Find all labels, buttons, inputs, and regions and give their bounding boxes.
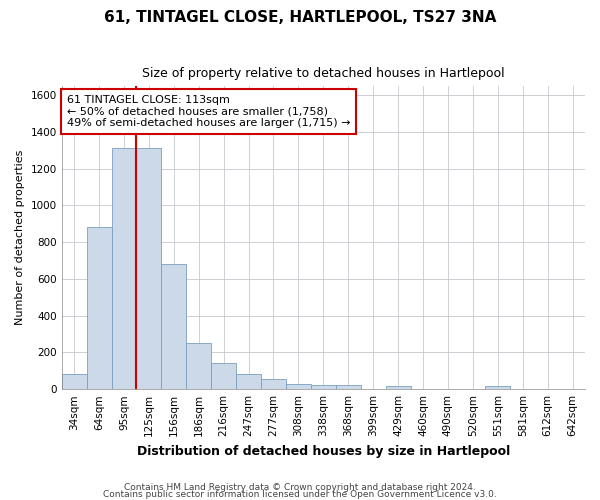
Text: 61 TINTAGEL CLOSE: 113sqm
← 50% of detached houses are smaller (1,758)
49% of se: 61 TINTAGEL CLOSE: 113sqm ← 50% of detac… [67, 95, 350, 128]
Y-axis label: Number of detached properties: Number of detached properties [15, 150, 25, 325]
Bar [86, 228, 112, 389]
Bar [311, 384, 336, 389]
Bar [211, 364, 236, 389]
Title: Size of property relative to detached houses in Hartlepool: Size of property relative to detached ho… [142, 68, 505, 80]
Bar [112, 148, 136, 389]
Bar [336, 384, 361, 389]
Bar [62, 374, 86, 389]
Text: 61, TINTAGEL CLOSE, HARTLEPOOL, TS27 3NA: 61, TINTAGEL CLOSE, HARTLEPOOL, TS27 3NA [104, 10, 496, 25]
Text: Contains public sector information licensed under the Open Government Licence v3: Contains public sector information licen… [103, 490, 497, 499]
Text: Contains HM Land Registry data © Crown copyright and database right 2024.: Contains HM Land Registry data © Crown c… [124, 484, 476, 492]
Bar [261, 379, 286, 389]
Bar [286, 384, 311, 389]
Bar [236, 374, 261, 389]
Bar [386, 386, 410, 389]
Bar [136, 148, 161, 389]
Bar [186, 343, 211, 389]
Bar [485, 386, 510, 389]
X-axis label: Distribution of detached houses by size in Hartlepool: Distribution of detached houses by size … [137, 444, 510, 458]
Bar [161, 264, 186, 389]
